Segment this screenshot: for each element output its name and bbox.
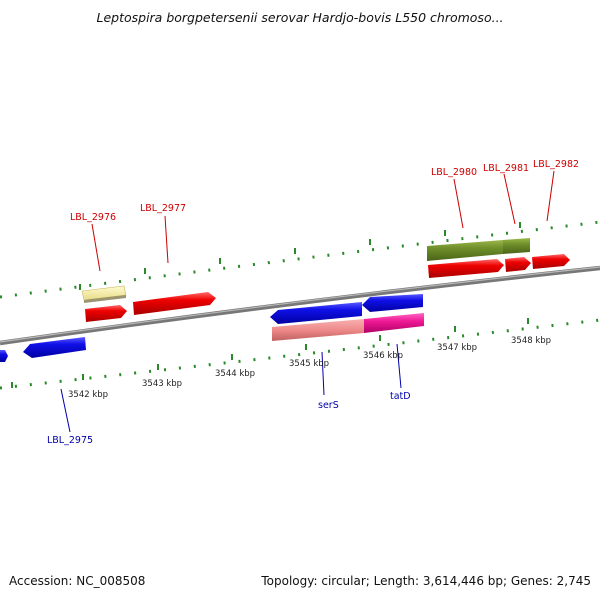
label-LBL_2976[interactable]: LBL_2976 xyxy=(70,212,116,223)
label-LBL_2982[interactable]: LBL_2982 xyxy=(533,159,579,170)
label-serS[interactable]: serS xyxy=(318,400,339,411)
red-leaders xyxy=(91,170,555,272)
scale-label-3545: 3545 kbp xyxy=(289,359,329,369)
frame-ticks xyxy=(11,222,529,388)
scale-label-3548: 3548 kbp xyxy=(511,336,551,346)
gene-LBL_2976-pseudo[interactable] xyxy=(81,285,127,303)
gene-LBL_2976[interactable] xyxy=(85,305,127,322)
lower-frame-dots xyxy=(0,318,600,390)
gene-LBL_2975[interactable] xyxy=(23,337,86,358)
gene-LBL_2975-left[interactable] xyxy=(0,350,8,362)
backbone xyxy=(0,265,600,346)
gene-LBL_2981[interactable] xyxy=(505,257,531,272)
label-LBL_2980[interactable]: LBL_2980 xyxy=(431,167,477,178)
gene-LBL_2980-olive[interactable] xyxy=(427,240,503,261)
label-LBL_2981[interactable]: LBL_2981 xyxy=(483,163,529,174)
accession-text: Accession: NC_008508 xyxy=(9,574,146,588)
gene-LBL_2980[interactable] xyxy=(428,259,504,278)
map-title: Leptospira borgpetersenii serovar Hardjo… xyxy=(96,10,504,25)
scale-label-3544: 3544 kbp xyxy=(215,369,255,379)
gene-serS-blue[interactable] xyxy=(270,302,362,324)
gene-LBL_2977[interactable] xyxy=(133,292,216,315)
gene-LBL_2981-olive[interactable] xyxy=(503,238,530,254)
gene-serS[interactable] xyxy=(272,319,364,341)
gene-tatD[interactable] xyxy=(364,313,424,333)
blue-leaders xyxy=(60,343,402,433)
scale-label-3542: 3542 kbp xyxy=(68,390,108,400)
scale-label-3546: 3546 kbp xyxy=(363,351,403,361)
gene-tatD-blue[interactable] xyxy=(362,294,423,312)
scale-label-3547: 3547 kbp xyxy=(437,343,477,353)
scale-label-3543: 3543 kbp xyxy=(142,379,182,389)
label-LBL_2977[interactable]: LBL_2977 xyxy=(140,203,186,214)
label-tatD[interactable]: tatD xyxy=(390,391,411,402)
gene-LBL_2982[interactable] xyxy=(532,254,570,269)
genome-summary-text: Topology: circular; Length: 3,614,446 bp… xyxy=(261,574,591,588)
label-LBL_2975[interactable]: LBL_2975 xyxy=(47,435,93,446)
